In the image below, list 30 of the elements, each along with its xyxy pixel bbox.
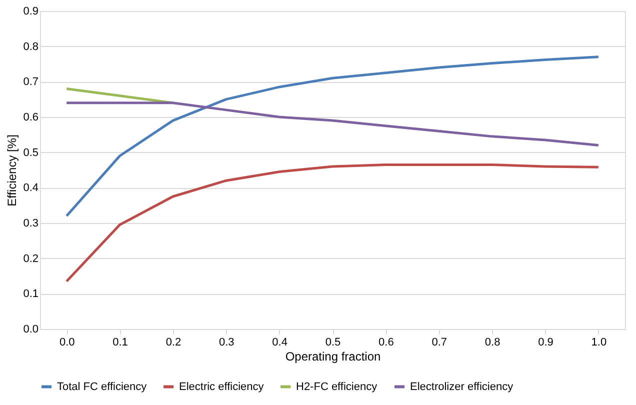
- x-axis-title: Operating fraction: [285, 350, 381, 364]
- y-tick-label: 0.7: [23, 76, 38, 88]
- y-tick-label: 0.6: [23, 112, 38, 124]
- y-axis-title: Efficiency [%]: [5, 134, 20, 206]
- x-tick-label: 0.9: [538, 336, 554, 348]
- legend-label: Electrolizer efficiency: [410, 380, 514, 393]
- y-tick-label: 0.5: [23, 146, 38, 159]
- x-tick-label: 1.0: [591, 336, 607, 348]
- x-tick-label: 0.2: [166, 336, 182, 348]
- y-tick-label: 0.9: [23, 6, 38, 18]
- x-tick-label: 0.7: [432, 336, 448, 348]
- y-tick-label: 0.0: [23, 324, 38, 336]
- x-tick-label: 0.6: [378, 336, 394, 348]
- y-tick-label: 0.8: [23, 40, 38, 53]
- line-series: [65, 163, 600, 283]
- line-series: [65, 102, 600, 147]
- legend-label: Electric efficiency: [179, 380, 264, 393]
- x-tick-label: 0.0: [59, 336, 75, 348]
- y-tick-label: 0.2: [23, 252, 38, 265]
- legend-label: Total FC efficiency: [57, 380, 148, 393]
- x-tick-label: 0.5: [325, 336, 341, 348]
- legend-label: H2-FC efficiency: [296, 380, 378, 393]
- line-series: [65, 56, 600, 218]
- x-tick-label: 0.1: [112, 336, 128, 348]
- y-tick-label: 0.4: [23, 182, 38, 194]
- y-tick-label: 0.3: [23, 218, 38, 230]
- x-tick-label: 0.4: [272, 336, 288, 348]
- x-tick-label: 0.8: [484, 336, 500, 348]
- x-tick-label: 0.3: [218, 336, 234, 348]
- y-tick-label: 0.1: [23, 288, 38, 300]
